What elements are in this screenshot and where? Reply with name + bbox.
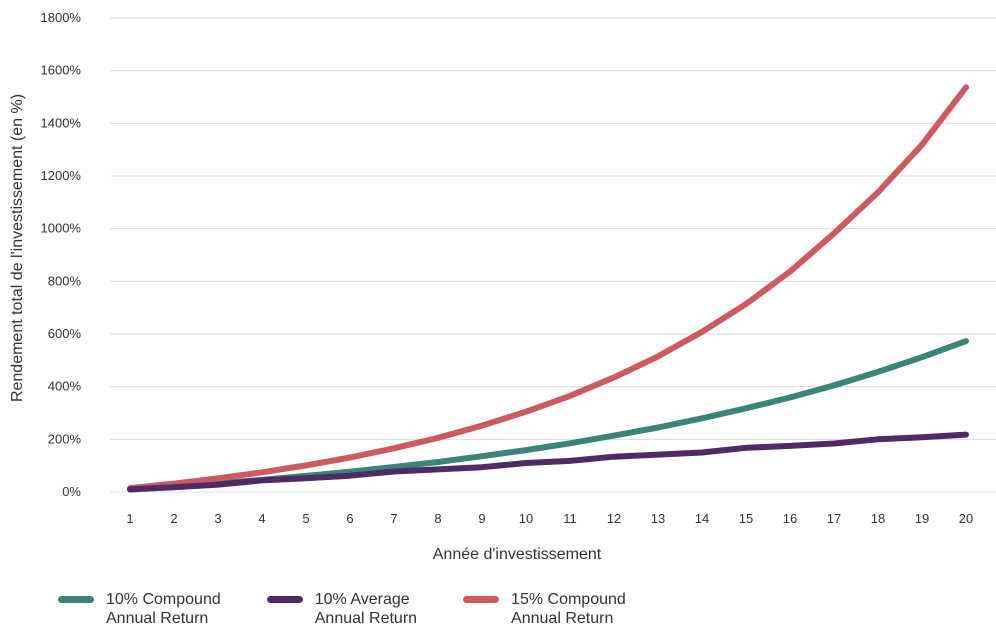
x-tick-label: 5: [302, 511, 309, 526]
legend-swatch-icon: [266, 596, 303, 603]
legend-swatch-icon: [463, 596, 500, 603]
series-lines: [127, 84, 969, 493]
y-tick-label: 1200%: [41, 168, 82, 183]
legend-item-10-compound: 10% Compound Annual Return: [58, 590, 221, 628]
x-tick-label: 17: [827, 511, 841, 526]
legend-item-10-average: 10% Average Annual Return: [266, 590, 418, 628]
series-line-0: [127, 338, 969, 493]
x-tick-label: 11: [563, 511, 577, 526]
x-tick-label: 10: [519, 511, 533, 526]
x-tick-label: 15: [739, 511, 753, 526]
legend-label: 10% Average Annual Return: [314, 591, 418, 627]
x-tick-label: 3: [214, 511, 221, 526]
y-tick-label: 0%: [62, 484, 81, 499]
x-tick-label: 7: [390, 511, 397, 526]
x-tick-label: 13: [651, 511, 665, 526]
grid-lines: [110, 17, 996, 493]
y-tick-label: 1400%: [41, 115, 82, 130]
x-tick-label: 16: [783, 511, 797, 526]
x-tick-label: 4: [258, 511, 265, 526]
x-tick-label: 9: [478, 511, 485, 526]
x-tick-label: 18: [871, 511, 885, 526]
x-tick-label: 8: [434, 511, 441, 526]
x-tick-label: 6: [346, 511, 353, 526]
legend: 10% Compound Annual Return 10% Average A…: [58, 590, 672, 628]
x-axis-ticks: 1 2 3 4 5 6 7 8 9 10 11 12 13 14 15 16 17 18 19 20: [126, 511, 973, 526]
legend-swatch-icon: [58, 596, 94, 603]
y-axis-ticks: 0% 200% 400% 600% 800% 1000% 1200% 1400% 1600% 18…: [41, 10, 82, 499]
y-tick-label: 1000%: [41, 221, 82, 236]
y-tick-label: 600%: [48, 326, 82, 341]
y-tick-label: 200%: [48, 431, 82, 446]
y-axis-label: Rendement total de l'investissement (en …: [9, 94, 26, 402]
legend-label: 15% Compound Annual Return: [511, 591, 626, 627]
y-tick-label: 400%: [48, 379, 82, 394]
x-tick-label: 1: [126, 511, 133, 526]
x-tick-label: 2: [170, 511, 177, 526]
x-axis-label: Année d'investissement: [433, 546, 602, 563]
x-tick-label: 12: [607, 511, 621, 526]
legend-label: 10% Compound Annual Return: [106, 591, 221, 627]
series-line-2: [127, 84, 969, 492]
legend-item-15-compound: 15% Compound Annual Return: [463, 590, 626, 628]
y-tick-label: 800%: [48, 273, 82, 288]
x-tick-label: 19: [915, 511, 929, 526]
y-tick-label: 1800%: [41, 10, 82, 25]
series-line-1: [127, 431, 969, 493]
x-tick-label: 20: [959, 511, 973, 526]
x-tick-label: 14: [695, 511, 709, 526]
y-tick-label: 1600%: [41, 63, 82, 78]
